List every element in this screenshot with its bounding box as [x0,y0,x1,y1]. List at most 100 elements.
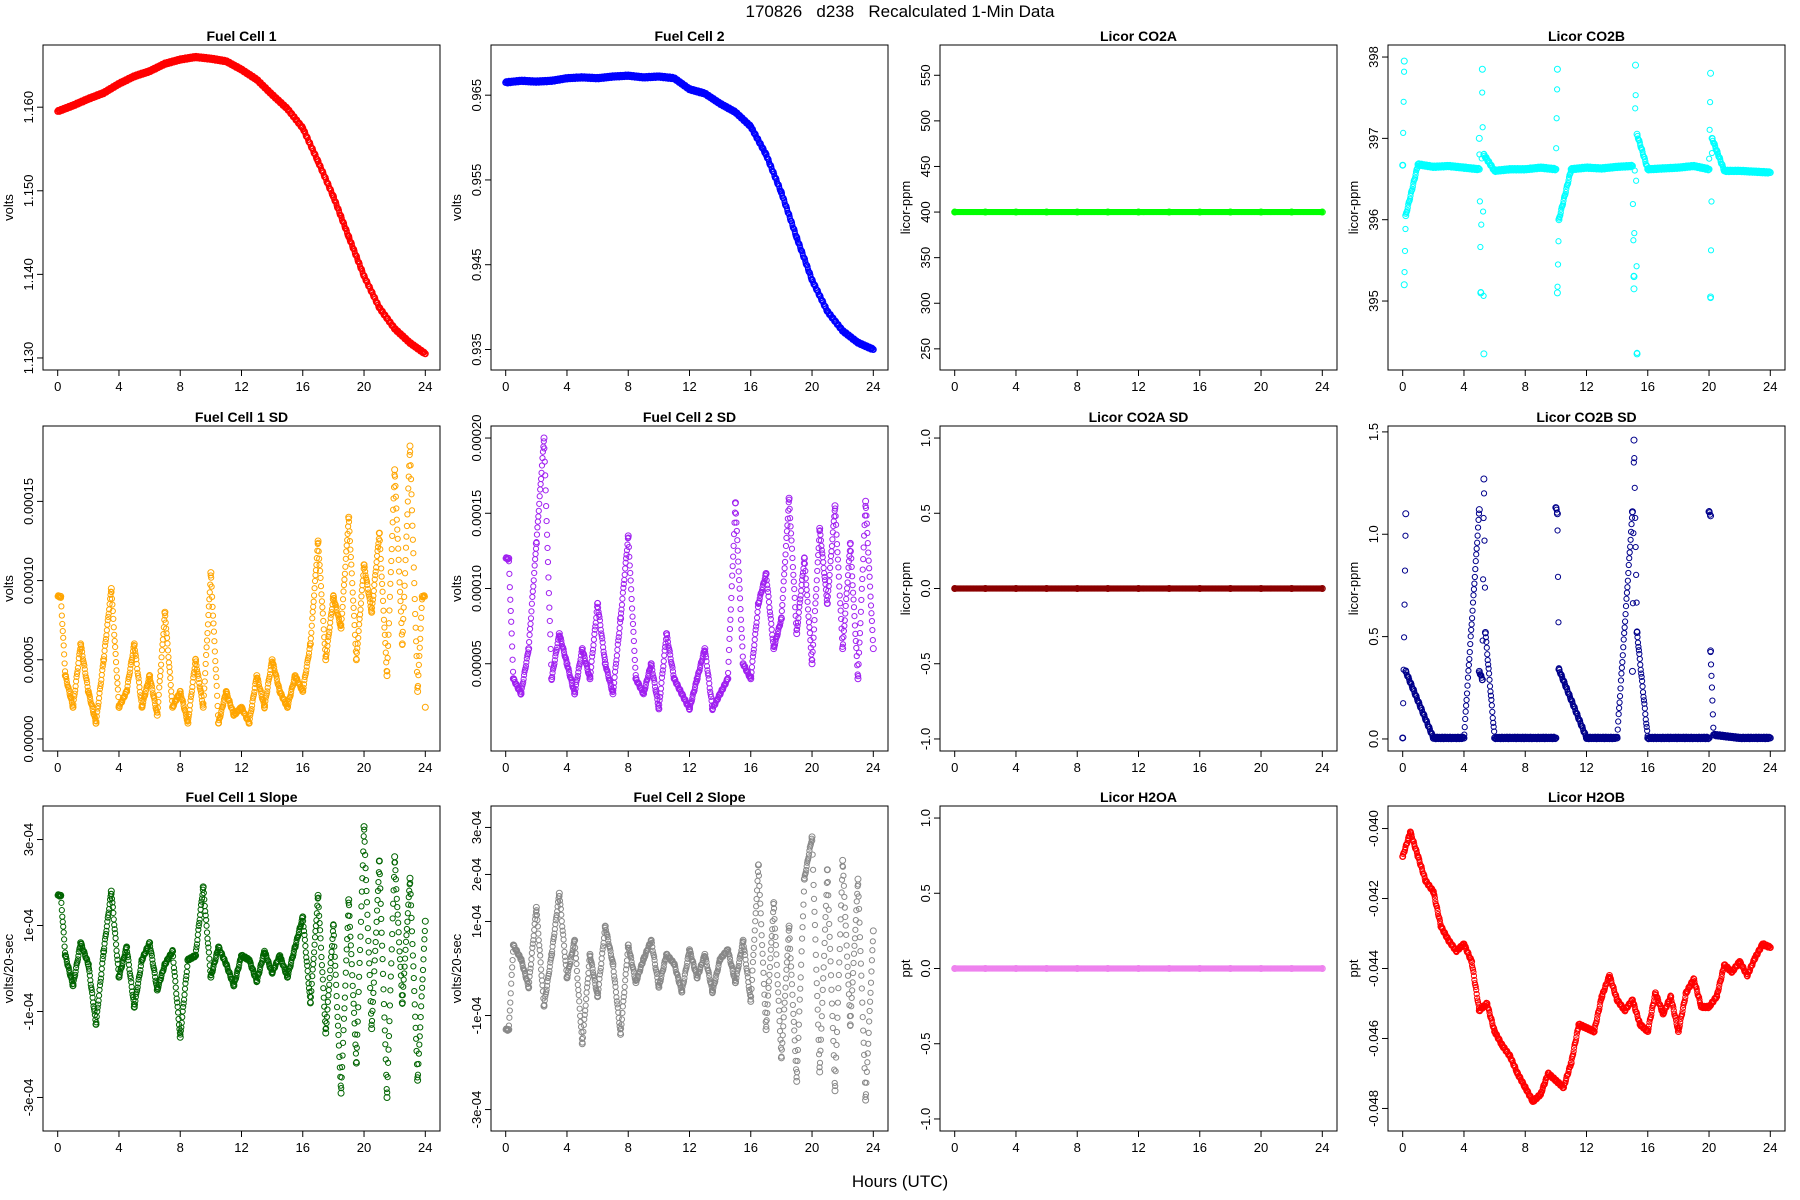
data-point [848,563,855,571]
data-point [340,581,348,589]
data-point [686,85,693,93]
data-point [1633,263,1640,270]
data-point [842,610,849,617]
x-tick-label: 16 [1641,379,1655,394]
data-point [808,660,816,668]
data-point [309,615,316,622]
data-point [1553,145,1560,152]
data-point [777,189,785,197]
data-point [534,524,541,531]
data-point [213,674,220,681]
y-tick-label: 0.00015 [469,490,484,537]
data-point [159,641,166,648]
data-point [827,558,834,565]
data-point [402,557,409,564]
data-point [341,570,348,577]
data-point [114,686,121,693]
chart-panel: Licor CO2A SD0 4 8 12 16 20 24-1.0-0.50.00.51.… [898,409,1338,775]
data-point [517,77,525,85]
data-point [543,517,550,525]
data-point [632,664,639,671]
data-point [619,589,626,596]
x-tick-label: 20 [357,379,371,394]
data-point [207,55,215,63]
data-point [318,598,326,605]
data-point [416,644,423,651]
data-point [541,445,548,452]
x-tick-label: 16 [296,760,310,775]
data-point [543,502,550,510]
data-point [621,571,628,578]
data-point [828,542,836,550]
data-point [506,570,513,577]
data-point [729,572,736,579]
x-tick-label: 4 [115,379,122,394]
y-tick-label: 395 [1366,290,1381,312]
y-tick-label: 0.5 [918,504,933,522]
data-point [628,586,635,593]
data-point [379,588,386,595]
data-point [357,606,364,613]
data-point [866,583,874,590]
data-series [502,434,877,714]
data-point [310,592,318,599]
data-point [539,448,547,455]
data-point [526,631,533,638]
y-tick-label: 397 [1366,128,1381,150]
x-tick-label: 0 [951,760,958,775]
data-point [590,636,598,643]
data-point [543,531,551,538]
data-point [778,607,785,615]
data-point [167,681,174,689]
y-tick-label: 250 [918,338,933,360]
data-point [837,600,844,607]
data-point [844,585,851,592]
data-point [734,547,741,554]
x-tick-label: 4 [1012,760,1019,775]
data-point [747,123,755,131]
data-point [342,563,349,570]
data-point [107,585,115,592]
data-point [842,602,849,610]
data-point [211,638,218,645]
data-point [214,692,221,699]
data-point [820,564,827,572]
data-point [340,588,347,595]
data-point [833,540,841,548]
data-point [112,659,120,666]
data-point [222,57,230,65]
panel-title: Licor CO2A SD [1089,409,1189,425]
data-point [805,613,812,620]
data-point [526,625,534,633]
x-tick-label: 0 [502,379,509,394]
data-point [414,687,422,695]
data-point [1707,99,1714,106]
data-point [868,617,876,625]
data-point [813,577,820,584]
data-point [59,620,66,628]
data-point [813,586,820,593]
data-point [849,582,856,589]
data-point [537,480,544,488]
data-point [385,620,393,627]
data-point [407,448,414,455]
panel-title: Licor CO2B [1548,28,1625,44]
data-point [869,636,876,644]
data-point [532,545,540,552]
data-point [655,73,663,81]
data-point [736,585,743,592]
data-point [386,593,394,600]
data-point [348,570,355,577]
data-point [781,558,789,566]
data-point [415,661,422,669]
data-point [310,598,317,605]
data-point [804,606,812,613]
data-point [406,339,414,347]
data-point [209,603,216,610]
data-point [787,530,795,537]
data-point [804,598,811,605]
data-point [736,595,744,602]
data-point [814,567,821,575]
data-point [542,472,549,479]
y-axis-label: volts [449,575,464,602]
